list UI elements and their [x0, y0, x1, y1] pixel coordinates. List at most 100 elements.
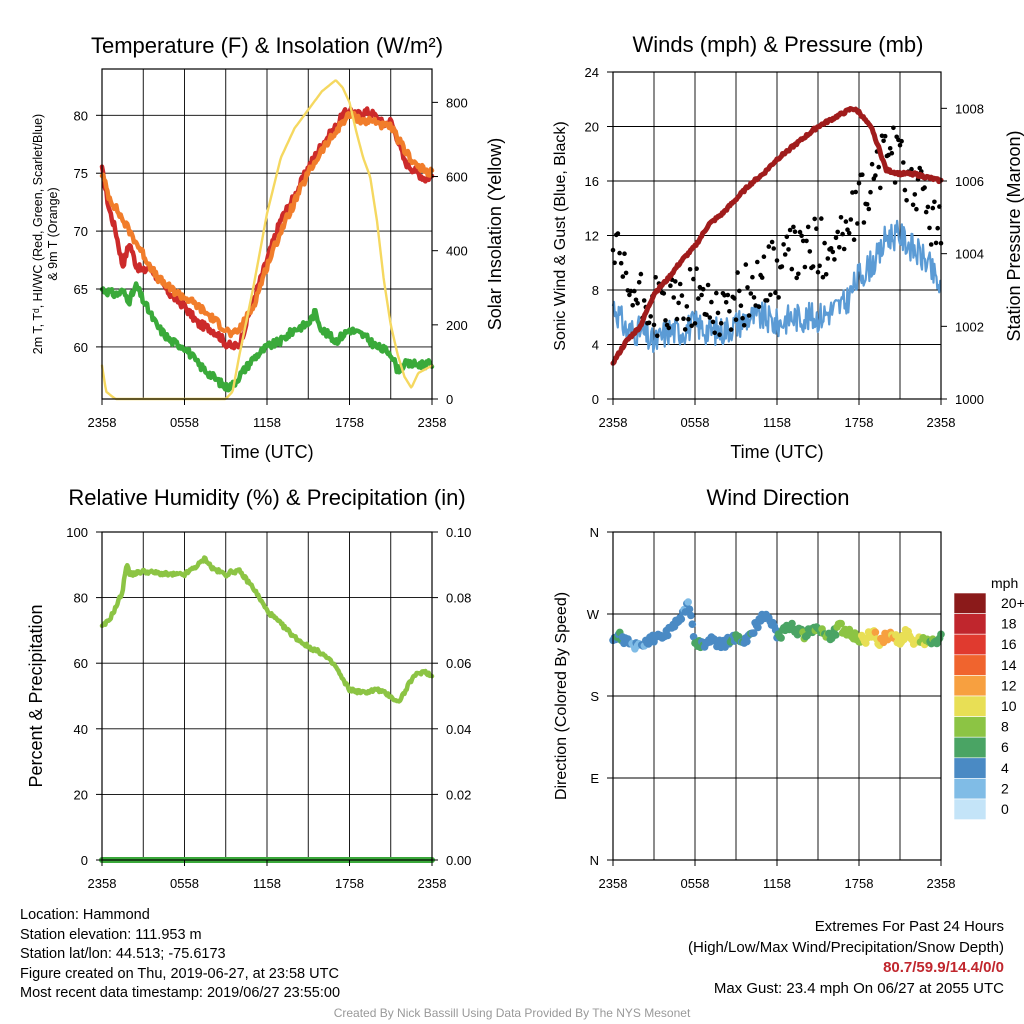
station-elevation: Station elevation: 111.953 m — [20, 926, 202, 943]
gust-point — [748, 291, 754, 296]
gust-point — [646, 320, 652, 326]
gust-point — [759, 275, 765, 280]
y-tick-label-left: 0 — [81, 853, 88, 868]
gust-point — [666, 325, 672, 331]
gust-point — [684, 304, 690, 309]
gust-point — [710, 319, 716, 325]
gust-point — [617, 250, 622, 256]
y-tick-label-right: 0.06 — [446, 656, 471, 671]
y-tick-label-left: W — [587, 607, 600, 622]
gust-point — [764, 298, 770, 303]
x-tick-label: 2358 — [927, 876, 956, 891]
gust-point — [881, 138, 886, 144]
gust-point — [933, 240, 939, 246]
gust-point — [628, 288, 634, 294]
extremes-legend: (High/Low/Max Wind/Precipitation/Snow De… — [688, 938, 1004, 956]
gust-point — [733, 317, 739, 323]
gust-point — [681, 316, 686, 322]
gust-point — [889, 150, 895, 156]
y-tick-label-right: 0.10 — [446, 525, 471, 540]
station-location: Location: Hammond — [20, 907, 150, 923]
gust-point — [856, 181, 862, 186]
gust-point — [791, 224, 796, 230]
x-tick-label: 1758 — [335, 876, 364, 891]
x-tick-label: 0558 — [681, 876, 710, 891]
winds-panel: Winds (mph) & Pressure (mb) 2358 0558 1158… — [552, 32, 1024, 462]
colorbar-label: 4 — [1001, 760, 1009, 776]
gust-point — [848, 217, 854, 222]
gust-point — [781, 242, 786, 247]
colorbar-title: mph — [991, 575, 1018, 591]
y-tick-label-right: 1004 — [955, 247, 984, 262]
winds-ylabel-left: Sonic Wind & Gust (Blue, Black) — [552, 121, 569, 350]
gust-point — [815, 269, 821, 275]
colorbar-swatch — [953, 592, 987, 614]
y-tick-label-left: S — [590, 689, 599, 704]
y-tick-label-left: 60 — [74, 340, 88, 355]
station-latlon: Station lat/lon: 44.513; -75.6173 — [20, 946, 226, 962]
gust-point — [922, 185, 927, 190]
gust-point — [797, 229, 803, 235]
gust-point — [671, 295, 676, 300]
colorbar-swatch — [953, 613, 987, 635]
colorbar-swatch — [953, 695, 987, 717]
y-tick-label-right: 1000 — [955, 392, 984, 407]
colorbar-swatch — [953, 716, 987, 738]
gust-point — [632, 288, 637, 294]
y-tick-label-left: 20 — [74, 787, 88, 802]
gust-point — [727, 309, 732, 314]
gust-point — [901, 160, 906, 165]
gust-point — [746, 313, 752, 318]
gust-point — [825, 256, 831, 261]
gust-point — [833, 235, 839, 241]
series-line-orange — [99, 110, 435, 339]
winds-ylabel-right: Station Pressure (Maroon) — [1004, 130, 1024, 341]
gust-point — [853, 189, 858, 195]
direction-point — [687, 611, 695, 620]
y-tick-label-left: 40 — [74, 722, 88, 737]
y-tick-label-left: 20 — [585, 120, 599, 135]
gust-point — [899, 138, 904, 144]
max-gust: Max Gust: 23.4 mph On 06/27 at 2055 UTC — [713, 979, 1004, 997]
gust-point — [837, 245, 842, 250]
gust-point — [914, 206, 919, 212]
gust-point — [676, 300, 681, 306]
gust-point — [845, 227, 850, 232]
gust-point — [846, 230, 852, 236]
colorbar-label: 12 — [1001, 677, 1017, 693]
gust-point — [717, 332, 722, 338]
temperature-panel: Temperature (F) & Insolation (W/m²) 2358… — [31, 33, 505, 462]
series-line-maroon — [610, 106, 944, 366]
gust-point — [866, 206, 872, 212]
gust-point — [807, 249, 813, 254]
gust-point — [935, 225, 940, 231]
y-tick-label-right: 0.00 — [446, 853, 471, 868]
gust-point — [923, 209, 929, 215]
gust-point — [740, 315, 745, 321]
gust-point — [810, 264, 816, 269]
gust-point — [712, 330, 717, 336]
gust-point — [735, 270, 740, 275]
gust-point — [835, 229, 840, 235]
gust-point — [636, 280, 642, 285]
y-tick-label-right: 0.02 — [446, 787, 471, 802]
gust-point — [668, 283, 673, 289]
gust-point — [718, 321, 724, 326]
gust-point — [909, 166, 914, 172]
colorbar-label: 2 — [1001, 780, 1009, 796]
direction-point — [754, 623, 762, 632]
gust-point — [692, 321, 698, 326]
gust-point — [738, 303, 744, 309]
colorbar-swatch — [953, 798, 987, 820]
gust-point — [663, 318, 668, 323]
gust-point — [743, 262, 749, 267]
series-line-blue — [611, 219, 942, 354]
series-line-green — [99, 281, 435, 393]
gust-point — [723, 300, 729, 305]
x-tick-label: 2358 — [599, 415, 628, 430]
direction-point — [689, 633, 698, 641]
gust-point — [714, 290, 719, 296]
colorbar-label: 20+ — [1001, 595, 1024, 611]
colorbar-swatch — [953, 778, 987, 800]
x-tick-label: 0558 — [170, 415, 199, 430]
